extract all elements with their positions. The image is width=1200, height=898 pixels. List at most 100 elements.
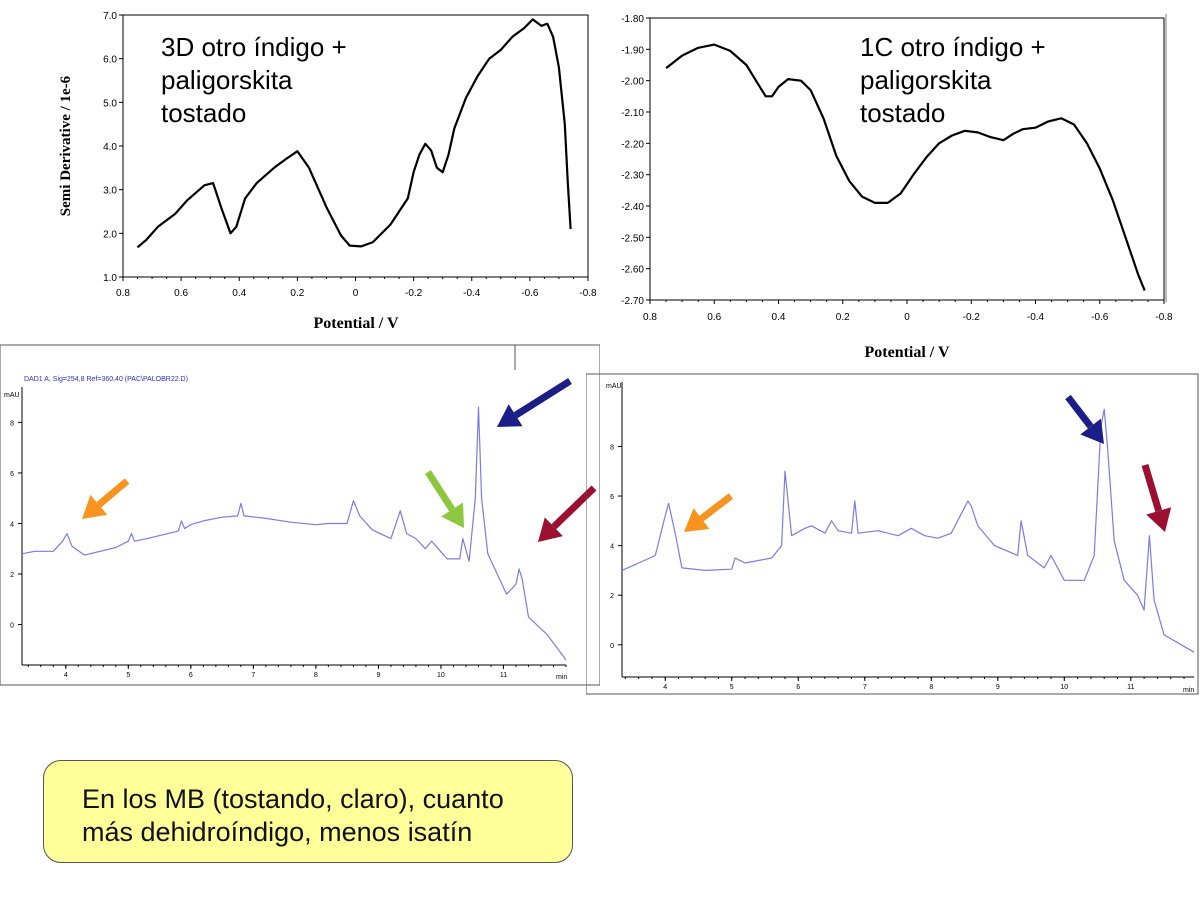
orange-arrow-shaft — [96, 478, 130, 508]
note-line-2: más dehidroíndigo, menos isatín — [82, 817, 473, 847]
green-arrow-head — [441, 502, 464, 528]
orange-arrow-shaft — [699, 493, 734, 522]
x-tick-label: 0.2 — [836, 312, 850, 323]
voltammogram-left: Semi Derivative / 1e-6 Potential / V 3D … — [58, 11, 597, 332]
chromatogram-trace — [21, 406, 567, 661]
y-tick-label: 3.0 — [103, 186, 117, 197]
x-tick-label: -0.2 — [963, 312, 981, 323]
x-tick-label: -0.8 — [1155, 312, 1173, 323]
y-tick-label: 8 — [610, 444, 614, 451]
x-tick-label: 4 — [663, 684, 667, 691]
y-tick-label: 7.0 — [103, 11, 117, 22]
y-tick-label: -1.80 — [621, 14, 644, 25]
conclusion-note: En los MB (tostando, claro), cuanto más … — [43, 760, 573, 863]
x-tick-label: 0 — [353, 288, 359, 299]
y-tick-label: 0 — [610, 643, 614, 650]
annotation-line-2: paligorskita — [161, 65, 293, 95]
x-tick-label: 0.4 — [232, 288, 246, 299]
x-tick-label: 6 — [796, 684, 800, 691]
y-tick-label: 4 — [10, 521, 14, 528]
red-arrow-shaft — [1141, 463, 1163, 512]
blue-arrow-shaft — [1065, 394, 1094, 429]
y-tick-label: 2 — [10, 572, 14, 579]
y-unit-label: mAU — [4, 392, 20, 399]
x-tick-label: 5 — [730, 684, 734, 691]
x-axis-label: Potential / V — [864, 344, 949, 361]
orange-arrow-head — [684, 508, 710, 532]
y-tick-label: 5.0 — [103, 98, 117, 109]
x-tick-label: 7 — [251, 672, 255, 679]
y-axis-label: Semi Derivative / 1e-6 — [58, 75, 74, 216]
x-tick-label: 0.6 — [174, 288, 188, 299]
y-tick-label: 2.0 — [103, 229, 117, 240]
blue-arrow-head — [1080, 418, 1104, 444]
y-unit-label: mAU — [606, 383, 622, 390]
chromatogram-frame — [0, 344, 600, 686]
chromatogram-frame — [586, 373, 1199, 695]
y-tick-label: 2 — [610, 593, 614, 600]
voltammetry-curve — [665, 43, 1146, 292]
x-tick-label: -0.8 — [579, 288, 597, 299]
x-unit-label: min — [556, 674, 567, 681]
annotation-line-2: paligorskita — [860, 65, 992, 95]
x-tick-label: -0.6 — [1091, 312, 1109, 323]
y-tick-label: -2.50 — [621, 233, 644, 244]
y-tick-label: -2.60 — [621, 265, 644, 276]
x-unit-label: min — [1183, 687, 1194, 694]
annotation-line-1: 3D otro índigo + — [161, 32, 347, 62]
annotation-line-1: 1C otro índigo + — [860, 32, 1046, 62]
x-tick-label: 8 — [314, 672, 318, 679]
x-tick-label: 0.8 — [116, 288, 130, 299]
x-tick-label: 0.8 — [643, 312, 657, 323]
x-tick-label: 0 — [904, 312, 910, 323]
y-tick-label: -2.00 — [621, 77, 644, 88]
annotation-line-3: tostado — [860, 98, 945, 128]
orange-arrow-head — [82, 494, 108, 519]
red-arrow-head — [1146, 507, 1172, 532]
chromatogram-header: DAD1 A, Sig=254,8 Ref=360,40 (PAC\PALOBR… — [24, 376, 188, 383]
y-tick-label: -2.30 — [621, 171, 644, 182]
x-tick-label: 0.2 — [290, 288, 304, 299]
y-tick-label: 6 — [10, 471, 14, 478]
voltammogram-right: Potential / V 1C otro índigo + paligorsk… — [621, 14, 1173, 361]
x-tick-label: -0.4 — [463, 288, 481, 299]
x-tick-label: 0.4 — [772, 312, 786, 323]
voltammetry-curve — [136, 18, 572, 249]
chromatogram-right: mAU min 4 5 6 7 8 9 10 11 0 2 4 6 8 — [586, 373, 1199, 695]
chromatogram-left: DAD1 A, Sig=254,8 Ref=360,40 (PAC\PALOBR… — [0, 344, 600, 686]
y-tick-label: 6.0 — [103, 55, 117, 66]
x-tick-label: 8 — [929, 684, 933, 691]
y-tick-label: -2.20 — [621, 139, 644, 150]
x-tick-label: -0.2 — [405, 288, 423, 299]
x-tick-label: 10 — [1060, 684, 1068, 691]
x-tick-label: 5 — [126, 672, 130, 679]
y-tick-label: -2.40 — [621, 202, 644, 213]
red-arrow-head — [538, 517, 563, 542]
blue-arrow-shaft — [513, 378, 572, 419]
y-tick-label: -1.90 — [621, 45, 644, 56]
y-tick-label: 6 — [610, 494, 614, 501]
x-tick-label: 6 — [189, 672, 193, 679]
y-tick-label: 0 — [10, 623, 14, 630]
x-tick-label: 10 — [437, 672, 445, 679]
green-arrow-shaft — [425, 470, 456, 512]
y-tick-label: 8 — [10, 420, 14, 427]
x-tick-label: 7 — [863, 684, 867, 691]
blue-arrow-head — [497, 404, 523, 427]
red-arrow-shaft — [551, 485, 597, 530]
x-tick-label: 9 — [996, 684, 1000, 691]
y-tick-label: 1.0 — [103, 273, 117, 284]
x-tick-label: 0.6 — [707, 312, 721, 323]
x-tick-label: 11 — [1127, 684, 1134, 691]
annotation-line-3: tostado — [161, 98, 246, 128]
x-tick-label: -0.4 — [1027, 312, 1045, 323]
x-tick-label: -0.6 — [521, 288, 539, 299]
y-tick-label: 4.0 — [103, 142, 117, 153]
x-axis-label: Potential / V — [313, 315, 398, 332]
y-tick-label: -2.70 — [621, 296, 644, 307]
chromatogram-trace — [621, 408, 1195, 653]
x-tick-label: 9 — [376, 672, 380, 679]
note-line-1: En los MB (tostando, claro), cuanto — [82, 784, 504, 814]
y-tick-label: 4 — [610, 544, 614, 551]
x-tick-label: 4 — [64, 672, 68, 679]
